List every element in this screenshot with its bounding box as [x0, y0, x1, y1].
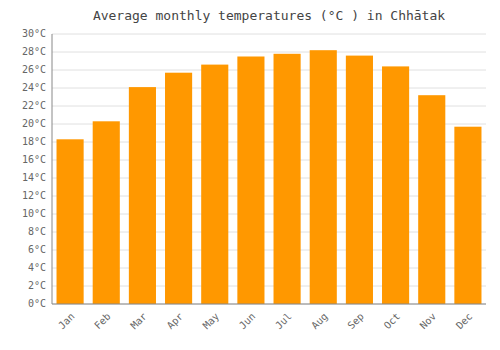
y-tick-label: 12°C	[22, 190, 46, 201]
y-axis: 0°C 2°C 4°C 6°C 8°C 10°C 12°C 14°C 16°C 18°C 20°C 2…	[22, 28, 486, 309]
grid-line	[52, 88, 486, 89]
bar	[237, 57, 264, 305]
y-tick-label: 10°C	[22, 208, 46, 219]
x-axis: Jan Feb Mar Apr May Jun Jul Aug Sep Oct Nov Dec	[56, 311, 474, 332]
grid-line	[52, 70, 486, 71]
x-tick-label: Oct	[382, 311, 403, 332]
x-tick-label: Dec	[454, 311, 475, 332]
grid-line	[52, 34, 486, 35]
bar	[382, 66, 409, 304]
bar	[165, 73, 192, 304]
chart-container: 0°C 2°C 4°C 6°C 8°C 10°C 12°C 14°C 16°C 18°C 20°C 2…	[0, 0, 500, 350]
x-tick-label: Sep	[345, 311, 366, 332]
x-axis-line	[52, 304, 486, 305]
y-tick-label: 16°C	[22, 154, 46, 165]
x-tick-label: Aug	[309, 311, 330, 332]
bar	[310, 50, 337, 304]
chart: 0°C 2°C 4°C 6°C 8°C 10°C 12°C 14°C 16°C 18°C 20°C 2…	[0, 0, 500, 350]
y-tick-label: 8°C	[28, 226, 46, 237]
bars	[57, 50, 482, 304]
x-tick-label: May	[201, 311, 222, 332]
bar	[57, 139, 84, 304]
y-tick-label: 30°C	[22, 28, 46, 39]
bar	[201, 65, 228, 304]
x-tick-label: Jan	[56, 311, 77, 332]
bar	[454, 127, 481, 304]
x-tick-label: Jun	[237, 311, 258, 332]
grid-line	[52, 52, 486, 53]
bar	[346, 56, 373, 304]
bar	[93, 121, 120, 304]
title: Average monthly temperatures (°C ) in Ch…	[93, 8, 445, 23]
y-tick-label: 28°C	[22, 46, 46, 57]
x-tick-label: Apr	[165, 311, 186, 332]
x-tick-label: Feb	[92, 311, 113, 332]
y-tick-label: 26°C	[22, 64, 46, 75]
y-tick-label: 2°C	[28, 280, 46, 291]
grid-line	[52, 304, 486, 305]
bar	[274, 54, 301, 304]
y-tick-label: 0°C	[28, 298, 46, 309]
y-axis-line	[52, 34, 53, 304]
x-tick-label: Nov	[418, 311, 439, 332]
y-tick-label: 24°C	[22, 82, 46, 93]
x-tick-label: Jul	[273, 311, 294, 332]
bar	[418, 95, 445, 304]
x-tick-label: Mar	[128, 311, 149, 332]
y-tick-label: 6°C	[28, 244, 46, 255]
y-tick-label: 14°C	[22, 172, 46, 183]
y-tick-label: 22°C	[22, 100, 46, 111]
y-tick-label: 18°C	[22, 136, 46, 147]
y-tick-label: 20°C	[22, 118, 46, 129]
bar	[129, 87, 156, 304]
y-tick-label: 4°C	[28, 262, 46, 273]
